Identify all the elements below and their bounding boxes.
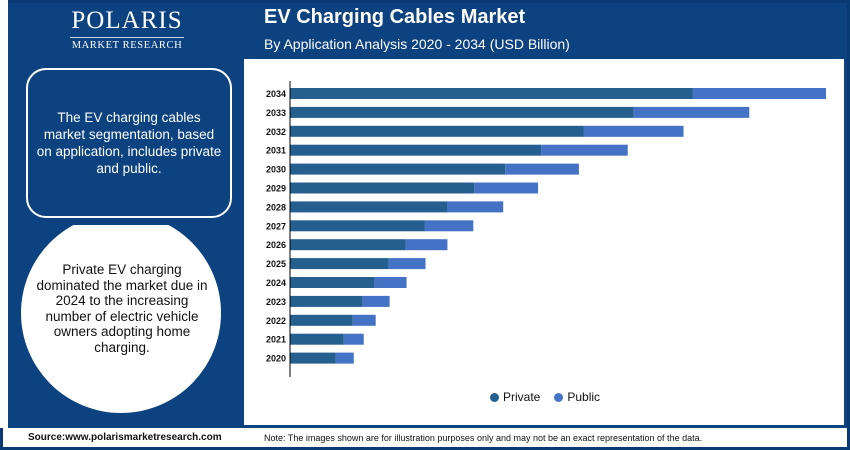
bar-public-2027 bbox=[424, 220, 474, 232]
y-tick-label: 2028 bbox=[266, 202, 286, 212]
bar-public-2023 bbox=[362, 295, 390, 307]
chart-title: EV Charging Cables Market bbox=[264, 6, 526, 28]
footer-bar bbox=[3, 428, 847, 447]
bar-public-2032 bbox=[583, 125, 684, 137]
legend-swatch-public bbox=[554, 392, 564, 402]
bar-public-2021 bbox=[343, 333, 364, 345]
y-tick-label: 2029 bbox=[266, 184, 286, 194]
left-accent-strip bbox=[0, 0, 8, 428]
bar-private-2030 bbox=[290, 163, 506, 175]
bar-private-2021 bbox=[290, 333, 344, 345]
y-tick-label: 2021 bbox=[266, 335, 286, 345]
logo-divider bbox=[70, 37, 184, 38]
legend-swatch-private bbox=[490, 392, 499, 402]
bar-private-2034 bbox=[290, 88, 693, 99]
bar-public-2025 bbox=[388, 258, 426, 270]
highlight-circle bbox=[8, 225, 244, 425]
bar-private-2026 bbox=[290, 239, 406, 251]
segmentation-info-box: The EV charging cables market segmentati… bbox=[26, 68, 232, 218]
segmentation-text: The EV charging cables market segmentati… bbox=[36, 110, 222, 176]
y-tick-label: 2031 bbox=[266, 146, 286, 156]
bar-public-2028 bbox=[447, 201, 504, 213]
bar-private-2032 bbox=[290, 125, 584, 137]
bar-private-2033 bbox=[290, 106, 634, 118]
bar-private-2028 bbox=[290, 201, 448, 213]
y-tick-label: 2033 bbox=[266, 108, 286, 118]
chart-panel: 2034 2033 2032 2031 2030 2029 2028 2027 2026 2025… bbox=[244, 59, 844, 425]
legend-item-public: Public bbox=[554, 390, 600, 404]
bar-public-2034 bbox=[692, 88, 827, 99]
legend-item-private: Private bbox=[490, 390, 540, 404]
circle-white-fill bbox=[21, 225, 221, 413]
bar-private-2029 bbox=[290, 182, 475, 194]
y-tick-label: 2030 bbox=[266, 165, 286, 175]
bar-private-2020 bbox=[290, 352, 336, 364]
y-tick-label: 2027 bbox=[266, 221, 286, 231]
bar-group: 2034 2033 2032 2031 2030 2029 2028 2027 2026 2025… bbox=[266, 88, 827, 364]
legend-label-private: Private bbox=[503, 390, 541, 404]
bar-public-2030 bbox=[505, 163, 579, 175]
bar-private-2024 bbox=[290, 277, 375, 288]
bar-public-2020 bbox=[335, 352, 354, 364]
y-tick-label: 2023 bbox=[266, 297, 286, 307]
bar-public-2026 bbox=[405, 239, 448, 251]
bar-public-2031 bbox=[541, 144, 628, 156]
logo-subtitle: MARKET RESEARCH bbox=[71, 40, 183, 51]
chart-subtitle: By Application Analysis 2020 - 2034 (USD… bbox=[264, 36, 570, 52]
bar-private-2027 bbox=[290, 220, 425, 232]
highlight-text: Private EV charging dominated the market… bbox=[36, 262, 208, 355]
y-tick-label: 2032 bbox=[266, 127, 286, 137]
y-tick-label: 2022 bbox=[266, 316, 286, 326]
y-tick-label: 2020 bbox=[266, 354, 286, 364]
logo-name: POLARIS bbox=[71, 7, 183, 34]
bar-private-2031 bbox=[290, 144, 542, 156]
y-tick-label: 2024 bbox=[266, 278, 286, 288]
bar-chart: 2034 2033 2032 2031 2030 2029 2028 2027 2026 2025… bbox=[266, 81, 827, 377]
bar-public-2029 bbox=[474, 182, 539, 194]
polaris-logo: POLARIS MARKET RESEARCH bbox=[62, 8, 192, 51]
chart-legend: Private Public bbox=[490, 390, 600, 404]
y-tick-label: 2025 bbox=[266, 259, 286, 269]
bar-private-2022 bbox=[290, 314, 353, 326]
bar-private-2023 bbox=[290, 295, 363, 307]
bar-private-2025 bbox=[290, 258, 389, 270]
bar-public-2024 bbox=[374, 277, 407, 288]
bar-public-2022 bbox=[352, 314, 376, 326]
y-tick-label: 2034 bbox=[266, 89, 286, 99]
source-text: Source:www.polarismarketresearch.com bbox=[28, 432, 222, 443]
legend-label-public: Public bbox=[567, 390, 601, 404]
disclaimer-note: Note: The images shown are for illustrat… bbox=[264, 433, 703, 443]
bar-public-2033 bbox=[633, 106, 750, 118]
y-tick-label: 2026 bbox=[266, 240, 286, 250]
